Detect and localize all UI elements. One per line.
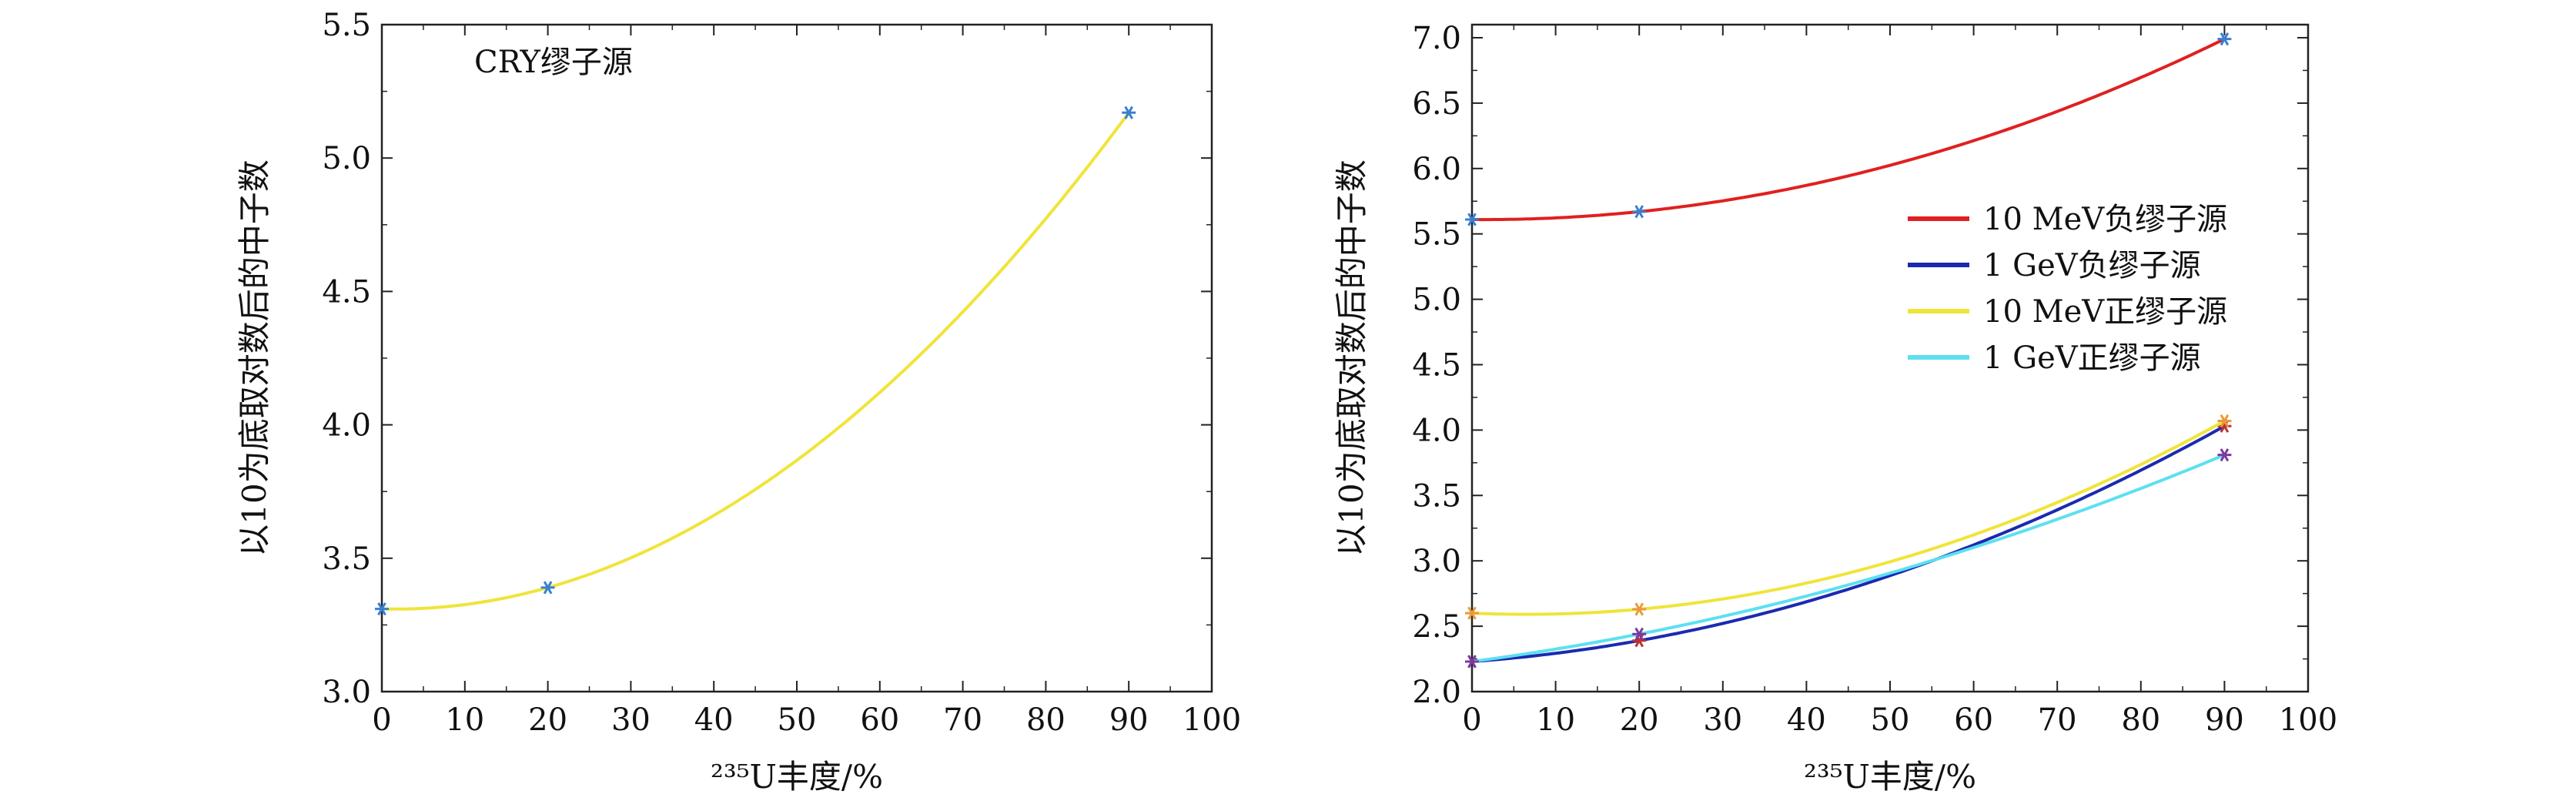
data-point <box>1122 106 1136 119</box>
x-tick-label: 30 <box>1703 702 1742 738</box>
data-point-stroke <box>2220 414 2230 428</box>
x-tick-label: 80 <box>2121 702 2160 738</box>
legend-label: 1 GeV负缪子源 <box>1983 248 2201 283</box>
y-tick-label: 7.0 <box>1412 21 1461 56</box>
x-tick-label: 70 <box>943 702 982 738</box>
data-point-stroke <box>543 581 553 595</box>
y-tick-label: 2.0 <box>1412 675 1461 710</box>
x-axis-title: ²³⁵U丰度/% <box>1804 758 1976 796</box>
data-point <box>540 581 555 595</box>
data-point-stroke <box>2220 32 2230 46</box>
data-point <box>375 602 389 616</box>
x-tick-label: 0 <box>1462 702 1481 738</box>
x-tick-label: 20 <box>528 702 567 738</box>
y-tick-label: 3.0 <box>322 675 371 710</box>
data-point <box>1465 213 1479 226</box>
x-tick-label: 0 <box>372 702 391 738</box>
y-tick-label: 5.0 <box>1412 283 1461 318</box>
y-axis-title: 以10为底取对数后的中子数 <box>236 159 273 556</box>
y-tick-label: 5.0 <box>322 141 371 176</box>
x-tick-label: 70 <box>2038 702 2077 738</box>
data-point-stroke <box>1467 213 1477 226</box>
data-point <box>2217 414 2232 428</box>
x-tick-label: 90 <box>1109 702 1149 738</box>
y-tick-label: 3.5 <box>1412 478 1461 514</box>
series-line <box>381 112 1130 611</box>
data-point-stroke <box>2220 448 2230 462</box>
y-tick-label: 4.0 <box>322 408 371 444</box>
y-tick-label: 5.5 <box>1412 217 1461 253</box>
data-point-stroke <box>2220 419 2230 433</box>
x-tick-label: 60 <box>1954 702 1993 738</box>
x-tick-label: 40 <box>1787 702 1826 738</box>
data-point <box>2217 448 2232 462</box>
data-point <box>1465 606 1479 620</box>
series-line <box>1471 424 2226 663</box>
x-tick-label: 10 <box>445 702 484 738</box>
x-tick-label: 30 <box>611 702 651 738</box>
data-point-stroke <box>1467 655 1477 669</box>
series-line <box>1471 419 2226 616</box>
y-tick-label: 4.0 <box>1412 413 1461 448</box>
x-tick-label: 10 <box>1536 702 1575 738</box>
data-point-stroke <box>1124 106 1133 119</box>
x-tick-label: 50 <box>1871 702 1910 738</box>
y-tick-label: 5.5 <box>322 8 371 43</box>
data-point-stroke <box>1634 205 1644 219</box>
x-tick-label: 90 <box>2205 702 2244 738</box>
y-tick-label: 4.5 <box>1412 347 1461 383</box>
y-tick-label: 2.5 <box>1412 609 1461 645</box>
y-tick-label: 3.0 <box>1412 544 1461 579</box>
x-tick-label: 60 <box>860 702 899 738</box>
data-point <box>1632 627 1647 641</box>
y-tick-label: 6.5 <box>1412 86 1461 122</box>
data-point-stroke <box>1467 606 1477 620</box>
x-tick-label: 40 <box>694 702 734 738</box>
x-tick-label: 20 <box>1620 702 1659 738</box>
data-point <box>1465 655 1479 669</box>
data-point <box>2217 32 2232 46</box>
x-tick-label: 100 <box>2279 702 2337 738</box>
y-axis-title: 以10为底取对数后的中子数 <box>1333 159 1370 556</box>
data-point-stroke <box>377 602 386 616</box>
legend-label: 1 GeV正缪子源 <box>1983 340 2201 376</box>
legend-label: 10 MeV正缪子源 <box>1983 294 2227 330</box>
series-line <box>1472 37 2226 222</box>
chart-annotation: CRY缪子源 <box>474 45 633 80</box>
chart-panel-right: 0 10 20 30 40 50 60 70 80 90 100 2.0 2.5 3.0 3.5 4.0 4.5… <box>1333 21 2337 796</box>
data-point <box>1632 602 1647 616</box>
data-point-stroke <box>1634 627 1644 641</box>
data-point-stroke <box>1634 602 1644 616</box>
legend-label: 10 MeV负缪子源 <box>1983 202 2227 237</box>
x-tick-label: 100 <box>1183 702 1241 738</box>
y-tick-label: 6.0 <box>1412 152 1461 187</box>
x-tick-label: 50 <box>778 702 817 738</box>
chart-panel-left: 0 10 20 30 40 50 60 70 80 90 100 3.0 3.5 4.0 4.5 5.0 5.5… <box>236 8 1241 796</box>
x-tick-label: 80 <box>1026 702 1066 738</box>
y-tick-label: 4.5 <box>322 274 371 310</box>
series-line <box>1471 453 2226 663</box>
data-point <box>1632 205 1647 219</box>
y-tick-label: 3.5 <box>322 541 371 577</box>
plot-frame <box>380 23 1213 693</box>
x-axis-title: ²³⁵U丰度/% <box>711 758 883 796</box>
